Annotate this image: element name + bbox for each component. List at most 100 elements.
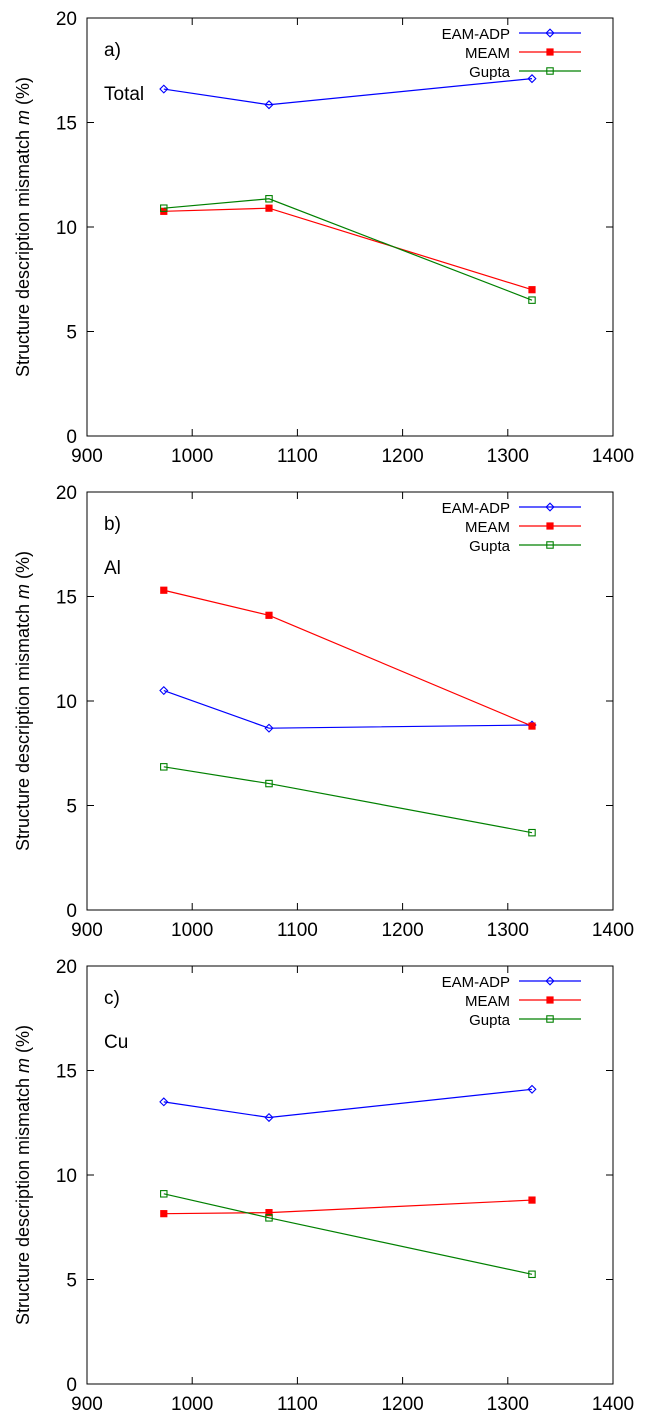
data-point [160,1210,168,1218]
x-tick-label: 1000 [171,1394,213,1415]
x-tick-label: 1200 [381,446,423,467]
data-point [264,100,274,110]
data-point [160,204,168,212]
legend-label: Gupta [469,538,511,555]
x-tick-label: 1000 [171,446,213,467]
legend-label: Gupta [469,64,511,81]
legend-marker [546,67,554,75]
data-point [264,723,274,733]
y-tick-label: 0 [66,901,77,922]
panel-label: a) [104,40,121,61]
x-tick-label: 900 [71,920,103,941]
legend-label: EAM-ADP [442,974,510,991]
data-point [160,763,168,771]
data-point [159,685,169,696]
y-axis-label-part: m [13,110,33,125]
series-eam-adp [159,74,537,110]
y-axis-label: Structure description mismatch m (%) [13,77,33,377]
y-axis-label-part: (%) [13,1025,33,1058]
data-point [528,286,536,294]
panel-label: c) [104,988,120,1009]
series-meam [160,1196,536,1218]
legend: EAM-ADP MEAM Gupta [442,500,581,555]
legend-marker [546,541,554,549]
x-tick-label: 1400 [592,446,634,467]
y-tick-label: 20 [56,9,77,30]
legend-label: MEAM [465,993,510,1010]
x-tick-label: 1300 [487,920,529,941]
y-tick-label: 15 [56,1062,77,1083]
y-axis-label-part: Structure description mismatch [13,125,33,377]
series-gupta [160,195,536,304]
series-line [163,689,533,729]
plot-frame [86,965,614,1385]
y-tick-label: 20 [56,957,77,978]
y-tick-label: 0 [66,1375,77,1396]
legend-marker [546,996,554,1004]
x-tick-label: 900 [71,446,103,467]
panel-label: b) [104,514,121,535]
data-point [160,586,168,594]
data-point [528,1270,536,1279]
chart-panel-1: 900 1000 1100 1200 1300 1400 0 5 10 15 20 Structure… [13,9,634,467]
legend-marker [546,522,554,530]
chart-panel-2: 900 1000 1100 1200 1300 1400 0 5 10 15 20 Structure… [13,483,634,941]
y-tick-label: 20 [56,483,77,504]
panel-annotation: Al [104,558,121,579]
series-meam [160,586,536,730]
data-point [265,779,273,788]
y-tick-label: 10 [56,692,77,713]
y-axis-label: Structure description mismatch m (%) [13,551,33,851]
x-tick-label: 1300 [487,446,529,467]
data-point [160,1190,168,1198]
y-tick-label: 5 [66,1271,77,1292]
data-point [159,1097,169,1107]
series-line [163,198,533,301]
series-line [163,207,533,291]
legend: EAM-ADP MEAM Gupta [442,26,581,81]
x-tick-label: 900 [71,1394,103,1415]
y-axis-label-part: Structure description mismatch [13,1073,33,1325]
series-eam-adp [159,1084,537,1123]
x-tick-label: 1100 [277,446,318,467]
data-point [265,1214,273,1222]
y-axis-label: Structure description mismatch m (%) [13,1025,33,1325]
legend-label: Gupta [469,1012,511,1029]
legend-label: EAM-ADP [442,26,510,43]
data-point [528,296,536,304]
legend-marker [545,502,555,512]
panel-annotation: Cu [104,1032,128,1053]
x-tick-label: 1200 [381,1394,423,1415]
series-gupta [160,1190,536,1279]
y-tick-label: 0 [66,427,77,448]
y-axis-label-part: (%) [13,551,33,584]
y-tick-label: 10 [56,1166,77,1187]
x-tick-label: 1300 [487,1394,529,1415]
panel-annotation: Total [104,84,144,105]
series-line [163,1193,533,1275]
y-tick-label: 15 [56,114,77,135]
legend-marker [545,28,555,38]
x-tick-label: 1200 [381,920,423,941]
data-point [527,1084,537,1094]
legend-marker [546,48,554,56]
legend-label: MEAM [465,519,510,536]
data-point [265,1209,273,1217]
legend: EAM-ADP MEAM Gupta [442,974,581,1029]
y-tick-label: 10 [56,218,77,239]
y-axis-label-part: m [13,584,33,599]
y-tick-label: 5 [66,797,77,818]
series-eam-adp [159,685,537,733]
data-point [527,74,537,84]
plot-frame [86,491,614,911]
x-tick-label: 1400 [592,920,634,941]
legend-label: MEAM [465,45,510,62]
x-tick-label: 1100 [277,920,318,941]
data-point [265,204,273,212]
y-tick-label: 5 [66,323,77,344]
chart-panel-3: 900 1000 1100 1200 1300 1400 0 5 10 15 20 Structure… [13,957,634,1415]
x-tick-label: 1400 [592,1394,634,1415]
x-tick-label: 1000 [171,920,213,941]
data-point [265,611,273,619]
